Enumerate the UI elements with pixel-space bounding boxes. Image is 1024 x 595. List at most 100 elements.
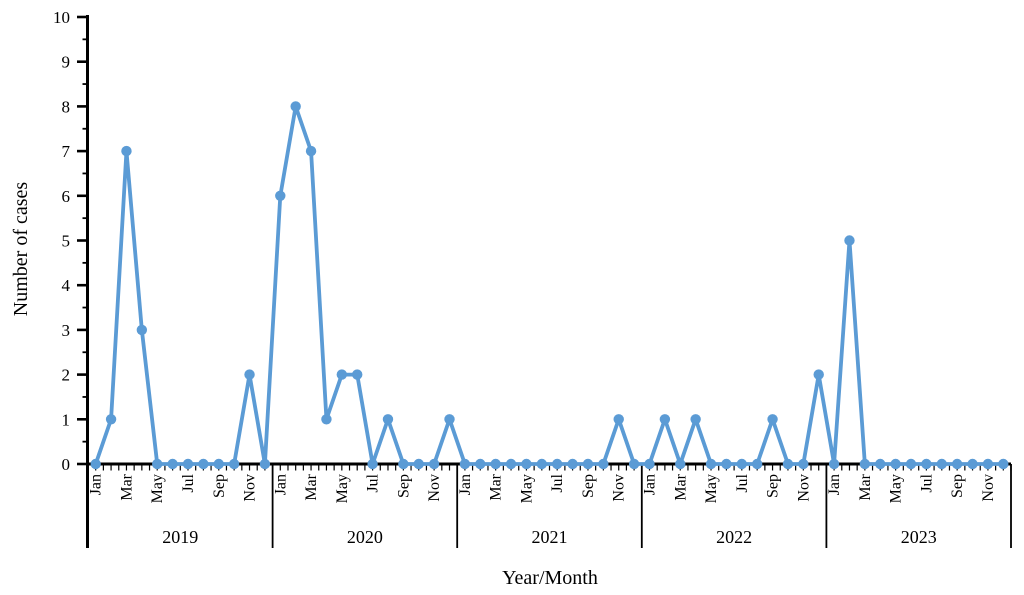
month-tick-label: May bbox=[149, 474, 166, 503]
month-tick-label: Sep bbox=[211, 474, 228, 498]
data-point bbox=[798, 458, 809, 470]
series-line bbox=[93, 104, 1006, 466]
y-tick-label: 4 bbox=[62, 276, 71, 295]
data-point bbox=[152, 458, 163, 470]
data-point bbox=[659, 414, 671, 425]
data-point bbox=[844, 235, 855, 246]
year-label: 2020 bbox=[347, 527, 383, 547]
data-point bbox=[813, 369, 824, 380]
data-point bbox=[951, 458, 963, 470]
data-point bbox=[367, 458, 378, 470]
data-point bbox=[628, 458, 640, 470]
month-tick-label: Jul bbox=[734, 473, 751, 492]
month-tick-label: Nov bbox=[980, 474, 997, 502]
month-tick-label: Mar bbox=[118, 473, 135, 500]
month-tick-label: Nov bbox=[795, 474, 812, 502]
data-point bbox=[228, 458, 240, 470]
data-point bbox=[905, 458, 917, 470]
month-tick-label: Nov bbox=[242, 474, 259, 502]
data-point bbox=[167, 458, 178, 470]
data-point bbox=[859, 458, 871, 470]
data-point bbox=[998, 458, 1009, 470]
data-point bbox=[875, 458, 886, 470]
data-point bbox=[551, 458, 563, 470]
x-axis-title: Year/Month bbox=[502, 567, 598, 589]
data-point bbox=[259, 458, 271, 470]
data-point bbox=[336, 369, 348, 380]
month-tick-label: May bbox=[334, 474, 351, 503]
data-point bbox=[736, 458, 747, 470]
data-point bbox=[782, 458, 794, 470]
year-label: 2023 bbox=[901, 527, 937, 547]
month-tick-label: Mar bbox=[488, 473, 505, 500]
y-tick-label: 5 bbox=[62, 232, 71, 251]
month-tick-label: May bbox=[888, 474, 905, 503]
data-point bbox=[198, 458, 209, 470]
data-point bbox=[290, 101, 301, 112]
data-point bbox=[244, 369, 255, 380]
y-tick-label: 8 bbox=[62, 97, 71, 116]
data-point bbox=[567, 458, 578, 470]
month-tick-label: Jan bbox=[826, 474, 843, 495]
y-tick-label: 10 bbox=[53, 8, 70, 27]
data-point bbox=[444, 414, 455, 425]
data-point bbox=[644, 458, 655, 470]
data-point bbox=[536, 458, 548, 470]
data-point bbox=[428, 458, 440, 470]
year-label: 2022 bbox=[716, 527, 752, 547]
month-tick-label: Mar bbox=[857, 473, 874, 500]
year-label: 2019 bbox=[162, 527, 198, 547]
data-point bbox=[890, 458, 901, 470]
data-point bbox=[921, 458, 932, 470]
month-tick-label: Sep bbox=[949, 474, 966, 498]
data-point bbox=[121, 145, 132, 157]
data-point bbox=[705, 458, 717, 470]
data-point bbox=[136, 324, 148, 336]
y-tick-label: 9 bbox=[62, 53, 71, 72]
data-point bbox=[382, 414, 394, 425]
month-tick-label: Nov bbox=[426, 474, 443, 502]
month-tick-label: Sep bbox=[765, 474, 782, 498]
data-point bbox=[690, 414, 701, 425]
month-tick-label: May bbox=[518, 474, 535, 503]
data-point bbox=[505, 458, 517, 470]
data-point bbox=[767, 414, 778, 425]
data-point bbox=[459, 458, 471, 470]
data-point bbox=[413, 458, 424, 470]
month-tick-label: Jan bbox=[272, 474, 289, 495]
data-point bbox=[275, 190, 286, 201]
data-point bbox=[521, 458, 532, 470]
data-point bbox=[398, 458, 409, 470]
data-point bbox=[475, 458, 486, 470]
data-point bbox=[352, 369, 363, 380]
y-tick-label: 0 bbox=[62, 455, 71, 474]
month-tick-label: Jan bbox=[641, 474, 658, 495]
month-tick-label: Jan bbox=[457, 474, 474, 495]
data-point bbox=[213, 458, 224, 470]
month-tick-label: Jan bbox=[88, 474, 105, 495]
y-axis-title: Number of cases bbox=[10, 181, 32, 317]
data-point bbox=[613, 414, 624, 425]
month-tick-label: Jul bbox=[180, 473, 197, 492]
data-point bbox=[90, 458, 101, 470]
data-point bbox=[305, 145, 317, 157]
data-point bbox=[582, 458, 594, 470]
month-tick-label: Sep bbox=[395, 474, 412, 498]
month-tick-label: Sep bbox=[580, 474, 597, 498]
data-point bbox=[675, 458, 686, 470]
data-point bbox=[182, 458, 194, 470]
data-point bbox=[321, 414, 332, 425]
y-tick-label: 3 bbox=[62, 321, 71, 340]
y-tick-label: 2 bbox=[62, 366, 71, 385]
month-tick-label: May bbox=[703, 474, 720, 503]
y-tick-label: 1 bbox=[62, 410, 71, 429]
year-label: 2021 bbox=[532, 527, 568, 547]
data-point bbox=[751, 458, 763, 470]
data-point bbox=[598, 458, 609, 470]
month-tick-label: Jul bbox=[365, 473, 382, 492]
data-point bbox=[936, 458, 947, 470]
month-tick-label: Nov bbox=[611, 474, 628, 502]
data-point bbox=[967, 458, 978, 470]
data-point bbox=[105, 414, 117, 425]
